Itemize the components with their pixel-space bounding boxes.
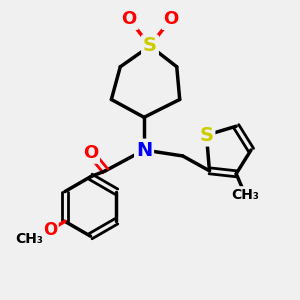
Text: O: O: [83, 144, 98, 162]
Text: CH₃: CH₃: [231, 188, 259, 202]
Text: CH₃: CH₃: [15, 232, 43, 246]
Text: O: O: [163, 10, 178, 28]
Text: S: S: [143, 37, 157, 56]
Text: S: S: [200, 126, 214, 145]
Text: N: N: [136, 140, 152, 160]
Text: O: O: [43, 221, 57, 239]
Text: O: O: [122, 10, 137, 28]
